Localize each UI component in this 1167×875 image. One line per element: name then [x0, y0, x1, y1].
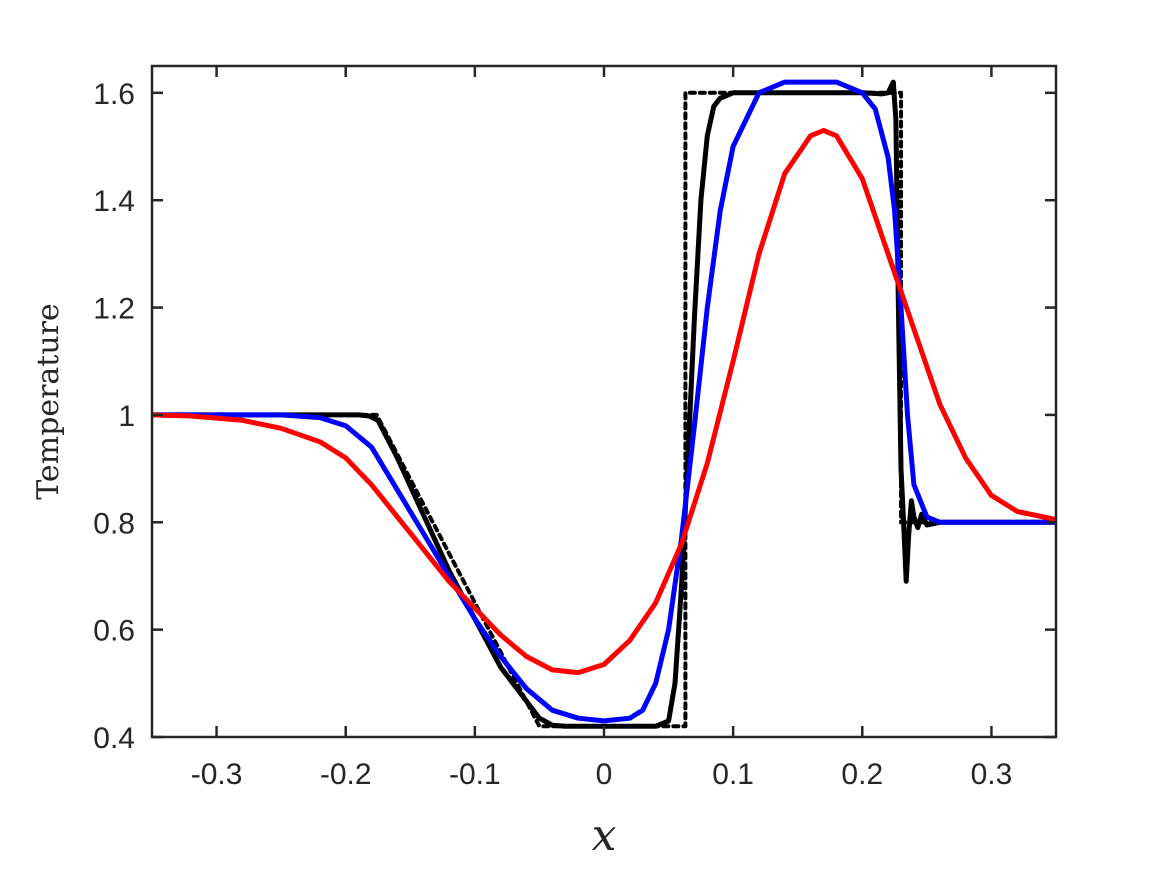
y-tick-label: 0.6	[93, 615, 135, 648]
x-tick-label: 0.2	[841, 758, 883, 791]
y-axis-label: Temperature	[31, 303, 66, 500]
y-tick-label: 1.4	[93, 185, 135, 218]
series-line-3	[152, 79, 1056, 724]
series-layer	[152, 79, 1056, 729]
x-axis-ticks: -0.3 -0.2 -0.1 0 0.1 0.2 0.3	[191, 66, 1013, 791]
series-line-2	[152, 79, 1056, 729]
y-tick-label: 0.8	[93, 507, 135, 540]
x-tick-label: 0.1	[712, 758, 754, 791]
x-tick-label: 0.3	[971, 758, 1013, 791]
y-tick-label: 0.4	[93, 722, 135, 755]
series-line-1	[152, 90, 1056, 729]
series-line-4	[152, 127, 1056, 676]
x-tick-label: -0.3	[191, 758, 243, 791]
y-tick-label: 1.2	[93, 293, 135, 326]
x-axis-label: x	[592, 810, 617, 861]
y-tick-label: 1	[118, 400, 135, 433]
x-tick-label: 0	[596, 758, 613, 791]
plot-frame	[150, 64, 1058, 739]
x-tick-label: -0.2	[320, 758, 372, 791]
x-tick-label: -0.1	[449, 758, 501, 791]
y-axis-ticks: 0.4 0.6 0.8 1 1.2 1.4 1.6	[93, 78, 1056, 755]
y-tick-label: 1.6	[93, 78, 135, 111]
